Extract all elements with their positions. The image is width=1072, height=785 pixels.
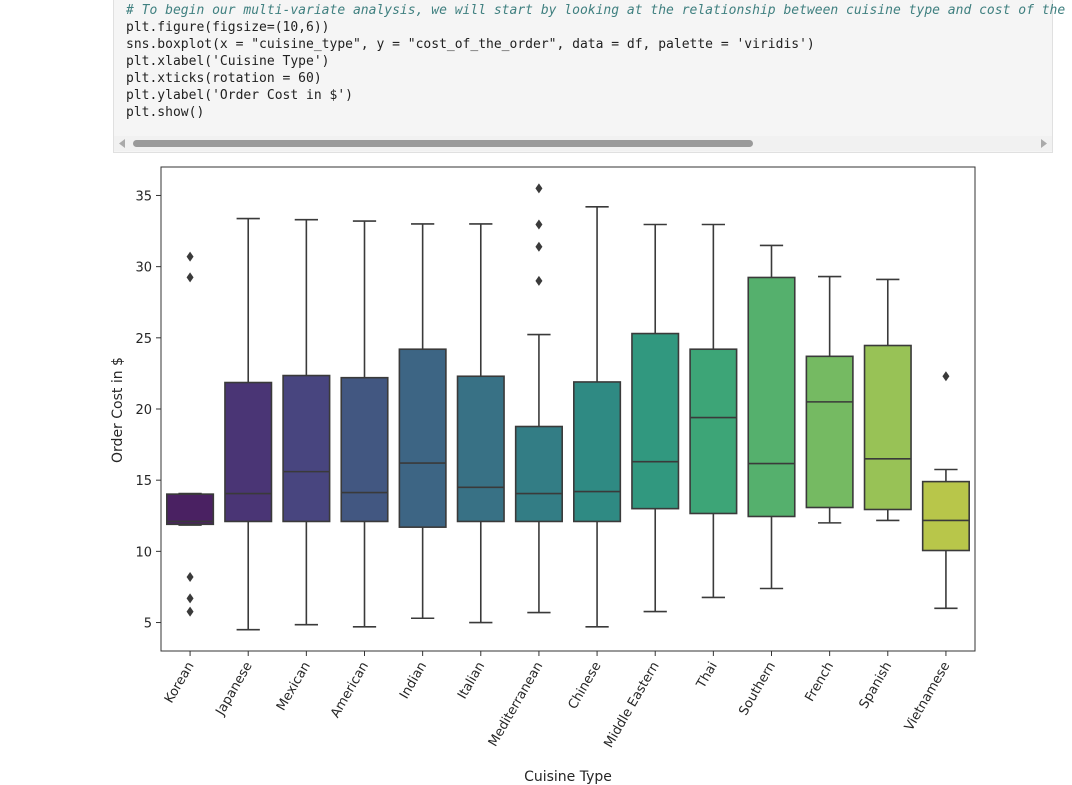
x-tick-label: Chinese xyxy=(566,659,605,711)
box xyxy=(166,493,215,526)
outlier xyxy=(535,183,543,194)
y-tick-label: 15 xyxy=(135,474,152,489)
y-tick-label: 20 xyxy=(135,403,152,418)
x-tick-label: Korean xyxy=(162,660,198,707)
box xyxy=(514,425,563,523)
outlier xyxy=(186,606,194,617)
y-tick-label: 10 xyxy=(135,545,152,560)
box xyxy=(398,348,447,528)
x-tick-label: Mexican xyxy=(274,660,314,714)
code-line: plt.figure(figsize=(10,6)) xyxy=(126,20,330,35)
box xyxy=(631,332,680,510)
box xyxy=(282,374,331,523)
x-tick-label: Spanish xyxy=(857,660,896,712)
outlier xyxy=(942,371,950,382)
x-tick-label: Middle Eastern xyxy=(601,660,662,751)
code-line: plt.xticks(rotation = 60) xyxy=(126,71,322,86)
outlier xyxy=(186,593,194,604)
box xyxy=(747,276,796,518)
y-tick-label: 5 xyxy=(144,617,152,632)
outlier xyxy=(535,275,543,286)
box xyxy=(921,480,970,552)
box xyxy=(456,375,505,523)
x-tick-label: American xyxy=(328,660,372,721)
x-tick-label: Mediterranean xyxy=(486,660,547,750)
box xyxy=(805,355,854,509)
x-tick-label: French xyxy=(803,660,838,705)
y-tick-label: 30 xyxy=(135,261,152,276)
scroll-arrows xyxy=(119,139,1047,148)
x-tick-label: Vietnamese xyxy=(902,659,953,733)
x-tick-label: Thai xyxy=(693,660,720,692)
outlier xyxy=(535,219,543,230)
code-line: sns.boxplot(x = "cuisine_type", y = "cos… xyxy=(126,37,815,52)
outlier xyxy=(186,251,194,262)
box xyxy=(573,381,622,523)
x-tick-label: Indian xyxy=(397,660,430,702)
y-tick-label: 35 xyxy=(135,189,152,204)
x-axis-label: Cuisine Type xyxy=(524,769,612,785)
code-line: plt.ylabel('Order Cost in $') xyxy=(126,88,353,103)
x-tick-label: Southern xyxy=(736,660,779,719)
x-tick-label: Italian xyxy=(455,660,488,702)
outlier xyxy=(186,272,194,283)
x-tick-label: Japanese xyxy=(213,660,256,719)
code-line: plt.xlabel('Cuisine Type') xyxy=(126,54,330,69)
scroll-thumb[interactable] xyxy=(133,140,753,147)
outlier xyxy=(535,241,543,252)
y-axis-label: Order Cost in $ xyxy=(110,357,126,463)
box xyxy=(689,348,738,515)
box xyxy=(340,376,389,523)
box xyxy=(224,381,273,523)
scrollbar[interactable] xyxy=(114,136,1052,151)
outlier xyxy=(186,571,194,582)
y-tick-label: 25 xyxy=(135,332,152,347)
code-line: # To begin our multi-variate analysis, w… xyxy=(126,3,1072,18)
code-line: plt.show() xyxy=(126,105,205,120)
box xyxy=(863,344,912,511)
code-cell[interactable]: # To begin our multi-variate analysis, w… xyxy=(113,0,1065,153)
